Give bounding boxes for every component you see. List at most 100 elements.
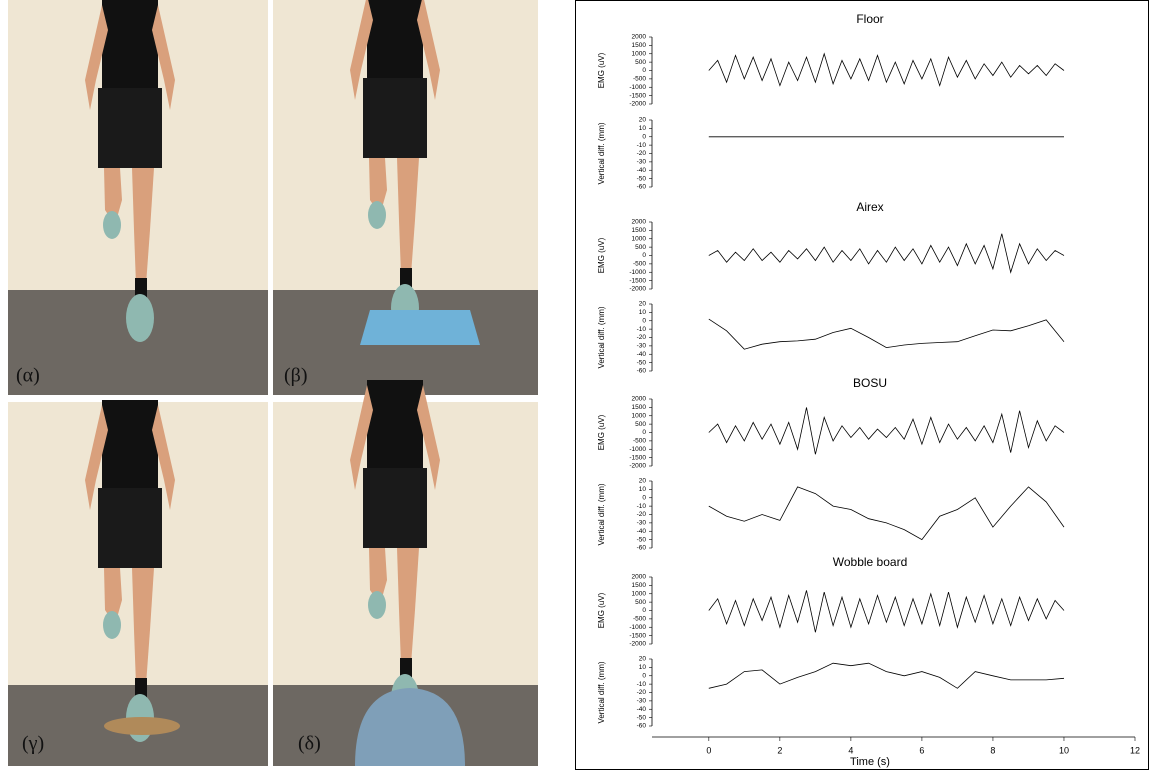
y-tick-label: -20 [637,689,647,696]
y-tick-label: 20 [639,478,647,485]
y-tick-label: -20 [637,150,647,157]
y-tick-label: -20 [637,334,647,341]
y-tick-label: -60 [637,184,647,191]
y-tick-label: -500 [633,438,646,445]
y-tick-label: 1000 [632,235,647,242]
y-tick-label: -2000 [629,286,646,293]
y-tick-label: 0 [642,494,646,501]
x-tick-label: 6 [919,745,924,755]
y-tick-label: -1500 [629,277,646,284]
panel-title: Airex [856,200,883,214]
y-tick-label: 0 [642,67,646,74]
photo-label: (β) [284,365,308,387]
x-tick-label: 8 [990,745,995,755]
y-tick-label: -500 [633,76,646,83]
y-tick-label: -30 [637,343,647,350]
y-tick-label: -40 [637,351,647,358]
y-tick-label: -1000 [629,269,646,276]
y-tick-label: 1500 [632,42,647,49]
y-tick-label: -500 [633,616,646,623]
y-tick-label: 10 [639,486,647,493]
y-tick-label: -1500 [629,632,646,639]
y-tick-label: 0 [642,252,646,259]
panel-title: Floor [856,12,883,26]
photo-label: (α) [16,365,40,387]
y-axis-label: Vertical diff. (mm) [597,122,606,184]
y-tick-label: 2000 [632,219,647,226]
data-line [709,407,1064,454]
data-line [709,319,1064,349]
y-tick-label: -10 [637,503,647,510]
y-tick-label: 20 [639,301,647,308]
y-tick-label: -40 [637,528,647,535]
x-tick-label: 2 [777,745,782,755]
y-tick-label: 10 [639,309,647,316]
y-tick-label: -2000 [629,463,646,470]
y-tick-label: 0 [642,607,646,614]
y-tick-label: -40 [637,167,647,174]
data-line [709,487,1064,540]
y-tick-label: -1000 [629,624,646,631]
y-tick-label: 2000 [632,574,647,581]
y-tick-label: -60 [637,723,647,730]
y-tick-label: 2000 [632,396,647,403]
y-tick-label: -50 [637,359,647,366]
y-tick-label: 10 [639,125,647,132]
y-axis-label: EMG (uV) [597,592,606,628]
photo-gamma: (γ) [8,400,268,766]
figure: (α) (β) (γ) (δ) Floor2000150010005000-50… [0,0,1150,771]
y-axis-label: Vertical diff. (mm) [597,483,606,545]
y-axis-label: Vertical diff. (mm) [597,306,606,368]
y-tick-label: -1000 [629,84,646,91]
y-tick-label: -20 [637,511,647,518]
y-tick-label: -1000 [629,446,646,453]
photo-alpha: (α) [8,0,268,395]
y-axis-label: EMG (uV) [597,237,606,273]
y-tick-label: -30 [637,698,647,705]
y-tick-label: 1500 [632,582,647,589]
data-line [709,590,1064,632]
y-axis-label: EMG (uV) [597,414,606,450]
y-tick-label: 1000 [632,50,647,57]
y-tick-label: 500 [635,421,646,428]
y-tick-label: -10 [637,326,647,333]
x-axis-label: Time (s) [850,756,890,768]
y-tick-label: 500 [635,244,646,251]
data-line [709,663,1064,688]
y-tick-label: -2000 [629,101,646,108]
y-tick-label: 20 [639,117,647,124]
y-tick-label: -50 [637,175,647,182]
photo-delta: (δ) [273,380,538,766]
y-tick-label: -500 [633,261,646,268]
y-axis-label: Vertical diff. (mm) [597,661,606,723]
y-tick-label: -50 [637,714,647,721]
y-tick-label: -60 [637,368,647,375]
data-line [709,234,1064,273]
y-tick-label: 0 [642,672,646,679]
y-tick-label: 1000 [632,590,647,597]
y-tick-label: -50 [637,536,647,543]
photo-label: (γ) [22,733,44,755]
y-tick-label: 0 [642,133,646,140]
photo-beta: (β) [273,0,538,395]
y-tick-label: 500 [635,59,646,66]
x-tick-label: 10 [1059,745,1069,755]
y-tick-label: 1500 [632,227,647,234]
y-tick-label: -1500 [629,92,646,99]
y-tick-label: -2000 [629,641,646,648]
x-tick-label: 4 [848,745,853,755]
y-tick-label: 500 [635,599,646,606]
y-tick-label: -1500 [629,454,646,461]
y-tick-label: 0 [642,429,646,436]
y-tick-label: 0 [642,317,646,324]
photo-grid: (α) (β) (γ) (δ) [0,0,570,771]
y-tick-label: -10 [637,142,647,149]
chart: Floor2000150010005000-500-1000-1500-2000… [575,0,1150,771]
photo-label: (δ) [298,733,321,755]
y-axis-label: EMG (uV) [597,52,606,88]
x-tick-label: 12 [1130,745,1140,755]
y-tick-label: 1000 [632,412,647,419]
y-tick-label: 20 [639,656,647,663]
y-tick-label: -40 [637,706,647,713]
panel-title: BOSU [853,376,887,390]
